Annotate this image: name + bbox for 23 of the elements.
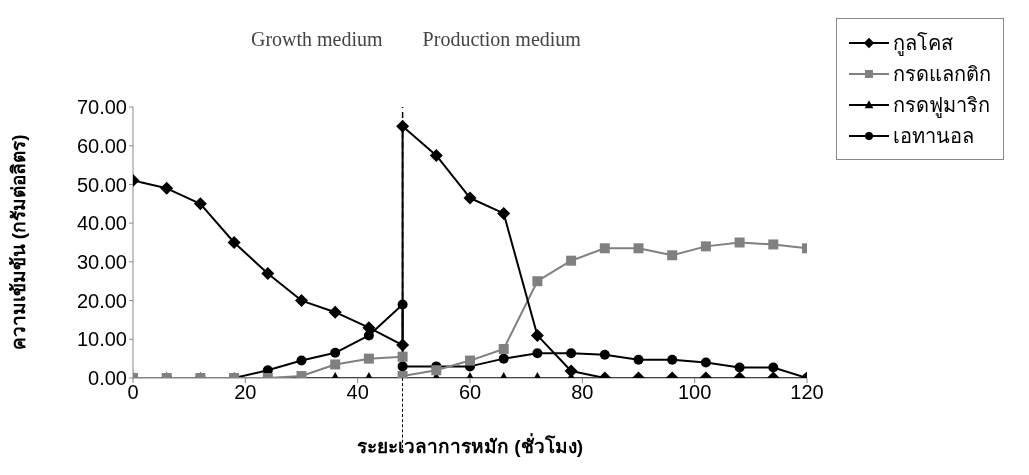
legend-label: กรดแลกติก bbox=[893, 61, 991, 87]
x-tick-label: 80 bbox=[571, 381, 594, 404]
x-tick-label: 0 bbox=[127, 381, 139, 404]
y-tick-label: 20.00 bbox=[76, 289, 127, 312]
x-tick-label: 60 bbox=[458, 381, 482, 404]
y-tick-label: 0.00 bbox=[88, 367, 127, 390]
text: Growth medium bbox=[250, 28, 383, 51]
x-tick-label: 120 bbox=[790, 381, 824, 404]
y-tick-label: 50.00 bbox=[76, 173, 127, 196]
y-tick-label: 70.00 bbox=[76, 96, 127, 119]
x-tick-label: 40 bbox=[346, 381, 369, 404]
y-tick-label: 10.00 bbox=[76, 328, 127, 351]
y-tick-label: 60.00 bbox=[76, 134, 127, 157]
legend-label: กูลโคส bbox=[893, 30, 953, 58]
x-axis-title: ระยะเวลาการหมัก (ชั่วโมง) bbox=[357, 433, 583, 457]
legend-label: เอทานอล bbox=[893, 123, 974, 149]
text: Production medium bbox=[422, 28, 581, 51]
y-axis-title: ความเข้มข้น (กรัมต่อลิตร) bbox=[7, 134, 29, 351]
y-tick-label: 40.00 bbox=[76, 212, 127, 235]
x-tick-label: 20 bbox=[234, 381, 257, 404]
x-tick-label: 100 bbox=[677, 381, 712, 404]
y-tick-label: 30.00 bbox=[76, 250, 127, 273]
legend-label: กรดฟูมาริก bbox=[893, 92, 990, 120]
